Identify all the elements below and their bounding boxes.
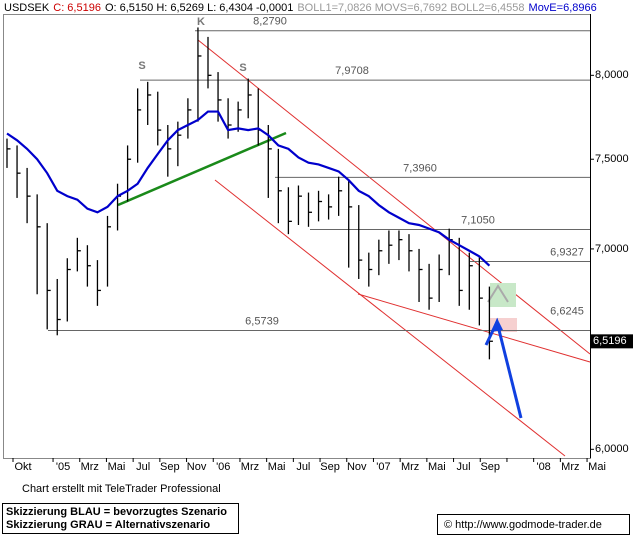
y-tick-label: 7,5000 bbox=[595, 153, 629, 165]
x-tick-label: Mai bbox=[268, 461, 286, 473]
header-item: BOLL1=7,0826 MOVS=6,7692 BOLL2=6,4558 bbox=[297, 2, 524, 14]
y-tick-label: 8,0000 bbox=[595, 69, 629, 81]
x-tick-label: Mrz bbox=[561, 461, 579, 473]
level-label: 6,5739 bbox=[245, 315, 279, 327]
x-tick-label: Jul bbox=[136, 461, 150, 473]
x-tick-label: Sep bbox=[160, 461, 180, 473]
blue-arrow-head bbox=[491, 318, 503, 332]
pattern-label: K bbox=[197, 16, 205, 28]
x-tick-label: '07 bbox=[376, 461, 390, 473]
x-tick-label: Jul bbox=[296, 461, 310, 473]
level-label: 7,3960 bbox=[403, 162, 437, 174]
header-item: C: 6,5196 bbox=[53, 2, 101, 14]
x-tick-label: Mrz bbox=[81, 461, 99, 473]
x-tick-label: '05 bbox=[56, 461, 70, 473]
x-tick-label: '06 bbox=[216, 461, 230, 473]
legend-blue: Skizzierung BLAU = bevorzugtes Szenario bbox=[6, 506, 227, 518]
level-label: 7,9708 bbox=[335, 65, 369, 77]
channel-lower bbox=[214, 179, 566, 457]
x-tick-label: Okt bbox=[14, 461, 31, 473]
legend-box bbox=[2, 503, 239, 534]
x-tick-label: Jul bbox=[457, 461, 471, 473]
y-tick-label: 6,0000 bbox=[595, 443, 629, 455]
pattern-label: S bbox=[138, 60, 145, 72]
x-tick-label: '08 bbox=[536, 461, 550, 473]
level-label: 6,6245 bbox=[550, 305, 584, 317]
moving-average bbox=[6, 110, 491, 267]
x-tick-label: Nov bbox=[187, 461, 207, 473]
header-item: O: 6,5150 H: 6,5269 L: 6,4304 -0,0001 bbox=[105, 2, 293, 14]
channel-upper bbox=[197, 39, 591, 355]
level-label: 8,2790 bbox=[253, 16, 287, 28]
x-tick-label: Mrz bbox=[241, 461, 259, 473]
gray-arrow bbox=[487, 284, 509, 303]
header-item: MovE=6,8966 bbox=[529, 2, 597, 14]
x-tick-label: Nov bbox=[347, 461, 367, 473]
header-item: USDSEK bbox=[4, 2, 50, 14]
level-label: 7,1050 bbox=[461, 214, 495, 226]
y-tick-label: 7,0000 bbox=[595, 243, 629, 255]
credit: Chart erstellt mit TeleTrader Profession… bbox=[22, 483, 221, 495]
source-box bbox=[437, 514, 630, 535]
legend-gray: Skizzierung GRAU = Alternativszenario bbox=[6, 519, 210, 531]
last-price-box bbox=[591, 334, 633, 349]
x-tick-label: Mai bbox=[428, 461, 446, 473]
source: © http://www.godmode-trader.de bbox=[444, 519, 602, 531]
x-tick-label: Sep bbox=[480, 461, 500, 473]
level-label: 6,9327 bbox=[550, 246, 584, 258]
pattern-label: S bbox=[239, 62, 246, 74]
header: USDSEK C: 6,5196 O: 6,5150 H: 6,5269 L: 6,… bbox=[4, 2, 597, 14]
last-price-label: 6,5196 bbox=[593, 335, 627, 347]
x-tick-label: Sep bbox=[320, 461, 340, 473]
x-tick-label: Mai bbox=[588, 461, 606, 473]
x-tick-label: Mai bbox=[108, 461, 126, 473]
x-tick-label: Mrz bbox=[401, 461, 419, 473]
support-line bbox=[357, 293, 591, 363]
